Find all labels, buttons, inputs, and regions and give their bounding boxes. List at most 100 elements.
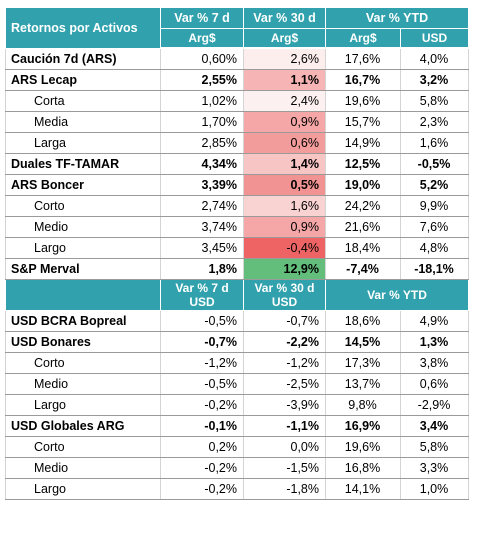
- value-cell: 1,3%: [400, 331, 469, 353]
- table-row: Largo 3,45% -0,4% 18,4% 4,8%: [5, 237, 469, 259]
- row-label: USD Globales ARG: [5, 415, 161, 437]
- row-label: Corto: [5, 436, 161, 458]
- value-cell: 5,8%: [400, 90, 469, 112]
- table-row: Corta 1,02% 2,4% 19,6% 5,8%: [5, 90, 469, 112]
- column-header: Var % 30 d USD: [243, 279, 326, 311]
- value-cell: 19,6%: [325, 90, 401, 112]
- table-row: Corto -1,2% -1,2% 17,3% 3,8%: [5, 352, 469, 374]
- table-row: Media 1,70% 0,9% 15,7% 2,3%: [5, 111, 469, 133]
- value-cell: 1,70%: [160, 111, 244, 133]
- row-label: Media: [5, 111, 161, 133]
- value-cell: 5,2%: [400, 174, 469, 196]
- row-label: Largo: [5, 394, 161, 416]
- value-cell: 1,02%: [160, 90, 244, 112]
- value-cell: 17,6%: [325, 48, 401, 70]
- value-cell: -0,7%: [243, 310, 326, 332]
- table-row: ARS Boncer 3,39% 0,5% 19,0% 5,2%: [5, 174, 469, 196]
- value-cell: 21,6%: [325, 216, 401, 238]
- header-line: USD: [271, 295, 298, 309]
- returns-table-container: Retornos por Activos Var % 7 d Var % 30 …: [5, 8, 469, 500]
- row-label: Corto: [5, 195, 161, 217]
- table-row: Medio -0,5% -2,5% 13,7% 0,6%: [5, 373, 469, 395]
- value-cell: 2,85%: [160, 132, 244, 154]
- value-cell: 4,34%: [160, 153, 244, 175]
- empty-header: [5, 279, 161, 311]
- value-cell: -0,1%: [160, 415, 244, 437]
- value-cell: -2,9%: [400, 394, 469, 416]
- value-cell: 12,5%: [325, 153, 401, 175]
- value-cell: -1,2%: [243, 352, 326, 374]
- row-label: Medio: [5, 457, 161, 479]
- value-cell: 19,6%: [325, 436, 401, 458]
- row-label: Corto: [5, 352, 161, 374]
- returns-table: Retornos por Activos Var % 7 d Var % 30 …: [5, 8, 469, 500]
- row-label: USD BCRA Bopreal: [5, 310, 161, 332]
- value-cell: 1,6%: [400, 132, 469, 154]
- value-cell: 13,7%: [325, 373, 401, 395]
- value-cell: 16,7%: [325, 69, 401, 91]
- table-row: Corto 0,2% 0,0% 19,6% 5,8%: [5, 436, 469, 458]
- value-cell: -0,5%: [400, 153, 469, 175]
- subcolumn-header: Arg$: [160, 28, 244, 49]
- value-cell: -2,2%: [243, 331, 326, 353]
- value-cell: 0,9%: [243, 111, 326, 133]
- value-cell: -7,4%: [325, 258, 401, 280]
- value-cell: -3,9%: [243, 394, 326, 416]
- column-header: Var % 30 d: [243, 8, 326, 29]
- value-cell: 1,6%: [243, 195, 326, 217]
- column-header: Var % 7 d: [160, 8, 244, 29]
- value-cell: 2,6%: [243, 48, 326, 70]
- value-cell: 1,0%: [400, 478, 469, 500]
- value-cell: 2,3%: [400, 111, 469, 133]
- row-label: USD Bonares: [5, 331, 161, 353]
- value-cell: 12,9%: [243, 258, 326, 280]
- value-cell: 3,74%: [160, 216, 244, 238]
- table-title: Retornos por Activos: [5, 8, 161, 49]
- row-label: Corta: [5, 90, 161, 112]
- value-cell: 3,4%: [400, 415, 469, 437]
- value-cell: -0,5%: [160, 373, 244, 395]
- value-cell: 1,8%: [160, 258, 244, 280]
- column-header: Var % 7 d USD: [160, 279, 244, 311]
- value-cell: 4,8%: [400, 237, 469, 259]
- column-header: Var % YTD: [325, 8, 469, 29]
- table-row: Caución 7d (ARS) 0,60% 2,6% 17,6% 4,0%: [5, 48, 469, 70]
- value-cell: 3,39%: [160, 174, 244, 196]
- table-row: Largo -0,2% -1,8% 14,1% 1,0%: [5, 478, 469, 500]
- value-cell: -1,5%: [243, 457, 326, 479]
- value-cell: 14,5%: [325, 331, 401, 353]
- value-cell: 14,1%: [325, 478, 401, 500]
- value-cell: 9,8%: [325, 394, 401, 416]
- value-cell: 14,9%: [325, 132, 401, 154]
- row-label: ARS Boncer: [5, 174, 161, 196]
- value-cell: 0,60%: [160, 48, 244, 70]
- value-cell: 4,0%: [400, 48, 469, 70]
- value-cell: 7,6%: [400, 216, 469, 238]
- table-body: Retornos por Activos Var % 7 d Var % 30 …: [5, 8, 469, 500]
- value-cell: 3,45%: [160, 237, 244, 259]
- value-cell: 19,0%: [325, 174, 401, 196]
- header-row: Retornos por Activos Var % 7 d Var % 30 …: [5, 8, 469, 49]
- value-cell: 18,4%: [325, 237, 401, 259]
- table-row: USD Bonares -0,7% -2,2% 14,5% 1,3%: [5, 331, 469, 353]
- value-cell: -0,2%: [160, 478, 244, 500]
- value-cell: 4,9%: [400, 310, 469, 332]
- value-cell: -0,4%: [243, 237, 326, 259]
- value-cell: 16,8%: [325, 457, 401, 479]
- header-line: Var % 30 d: [254, 281, 315, 295]
- table-row: USD Globales ARG -0,1% -1,1% 16,9% 3,4%: [5, 415, 469, 437]
- value-cell: 2,74%: [160, 195, 244, 217]
- value-cell: 24,2%: [325, 195, 401, 217]
- value-cell: 0,6%: [400, 373, 469, 395]
- value-cell: 16,9%: [325, 415, 401, 437]
- value-cell: 0,2%: [160, 436, 244, 458]
- value-cell: 3,8%: [400, 352, 469, 374]
- value-cell: 0,6%: [243, 132, 326, 154]
- row-label: Larga: [5, 132, 161, 154]
- row-label: Largo: [5, 478, 161, 500]
- value-cell: -1,8%: [243, 478, 326, 500]
- header-line: Var % 7 d: [175, 281, 229, 295]
- row-label: Medio: [5, 373, 161, 395]
- row-label: ARS Lecap: [5, 69, 161, 91]
